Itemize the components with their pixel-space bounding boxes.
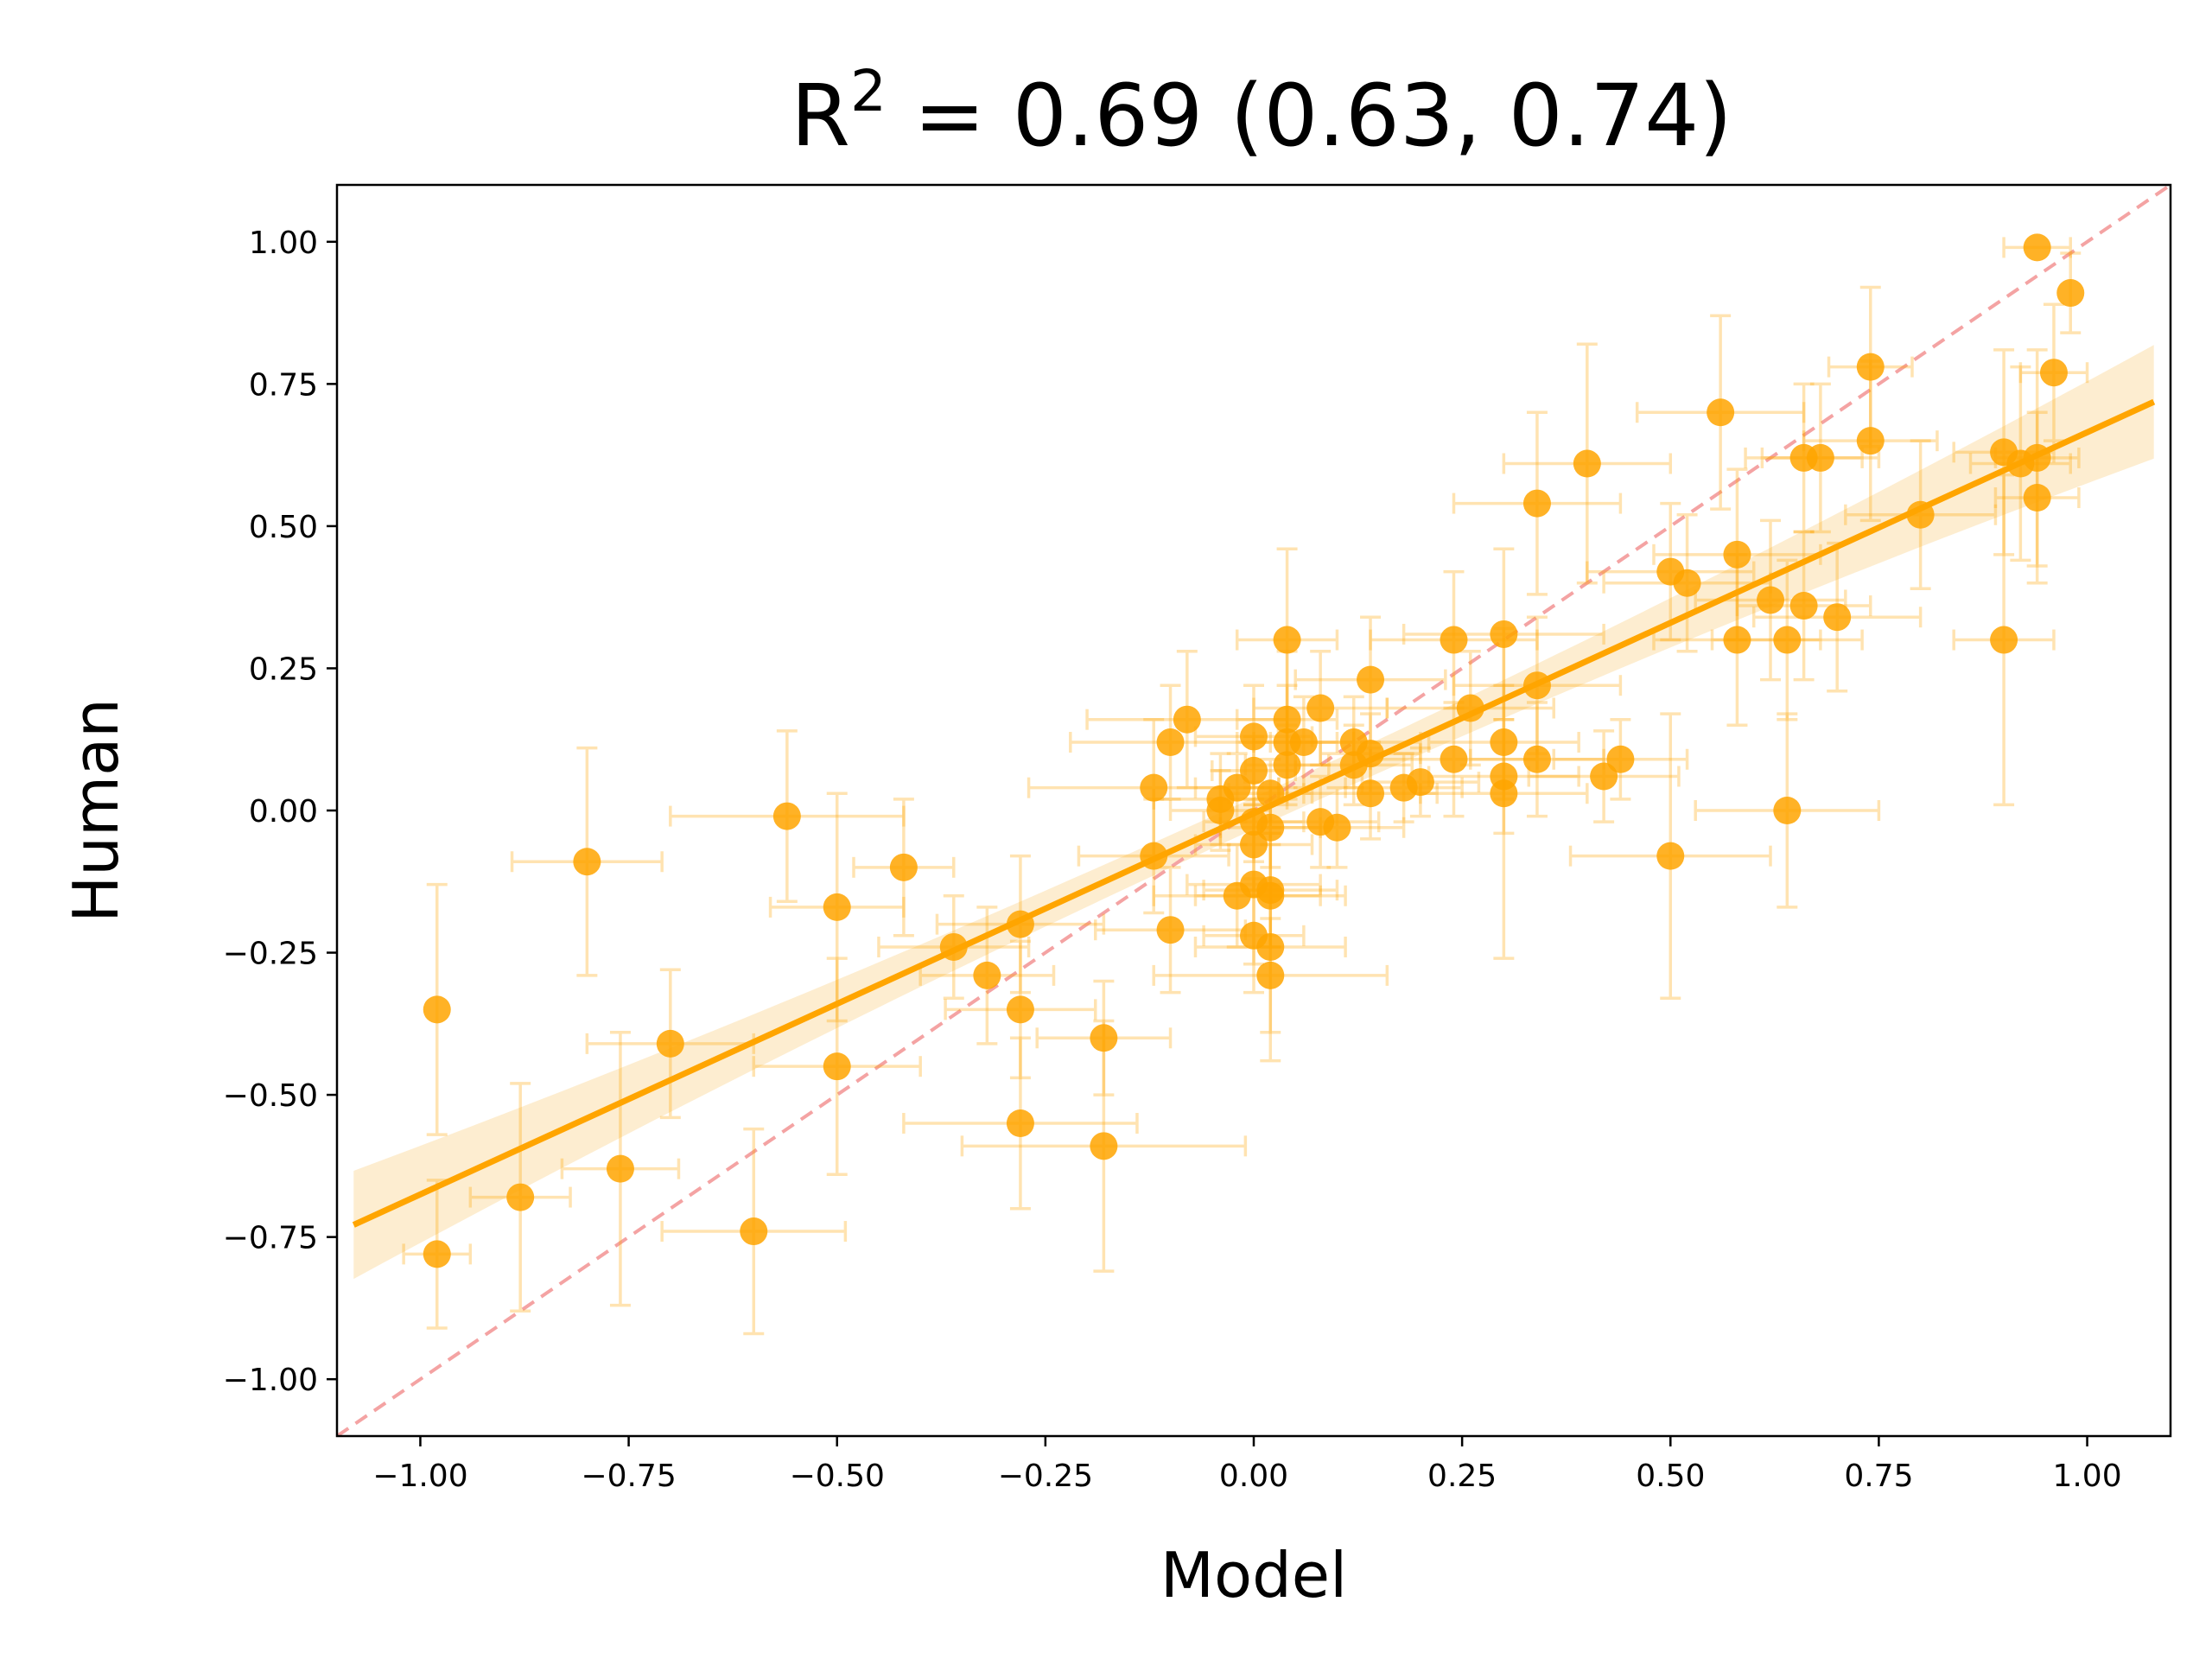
data-point bbox=[1006, 995, 1034, 1024]
x-tick-label: −0.50 bbox=[790, 1459, 885, 1494]
data-point bbox=[1707, 398, 1735, 427]
data-point bbox=[1773, 626, 1802, 654]
regression-line bbox=[352, 398, 2156, 1228]
data-point bbox=[1240, 756, 1268, 785]
data-point bbox=[1490, 728, 1518, 757]
data-point bbox=[889, 853, 918, 881]
y-tick-label: 0.00 bbox=[249, 794, 318, 830]
data-point bbox=[1357, 779, 1385, 808]
x-tick-label: −1.00 bbox=[372, 1459, 467, 1494]
y-tick-label: 0.25 bbox=[249, 652, 318, 687]
data-point bbox=[1522, 489, 1551, 518]
title-exponent: 2 bbox=[850, 58, 887, 124]
data-point bbox=[1806, 443, 1834, 472]
data-point bbox=[1823, 603, 1852, 632]
data-point bbox=[1590, 762, 1618, 791]
x-tick-label: 0.25 bbox=[1427, 1459, 1497, 1494]
data-point bbox=[1289, 728, 1318, 757]
data-point bbox=[1140, 773, 1168, 802]
data-point bbox=[1256, 813, 1285, 842]
data-point bbox=[1273, 751, 1301, 779]
data-point bbox=[823, 893, 851, 921]
data-point bbox=[1256, 932, 1285, 961]
data-point bbox=[1256, 881, 1285, 910]
y-tick-label: −0.75 bbox=[223, 1221, 318, 1256]
data-point bbox=[823, 1052, 851, 1081]
data-point bbox=[1273, 626, 1301, 654]
data-point bbox=[1173, 705, 1201, 734]
x-tick-label: 0.00 bbox=[1219, 1459, 1288, 1494]
data-point bbox=[1440, 626, 1468, 654]
data-point bbox=[1006, 1109, 1034, 1137]
x-tick-label: 1.00 bbox=[2052, 1459, 2121, 1494]
data-point bbox=[423, 1240, 451, 1268]
data-point bbox=[1306, 694, 1335, 722]
y-tick-label: −0.50 bbox=[223, 1078, 318, 1114]
data-point bbox=[1490, 620, 1518, 648]
data-point bbox=[1156, 728, 1185, 757]
y-tick-label: −0.25 bbox=[223, 937, 318, 972]
data-point bbox=[1273, 705, 1301, 734]
x-tick-label: 0.50 bbox=[1636, 1459, 1705, 1494]
y-tick-label: 0.50 bbox=[249, 510, 318, 545]
data-point bbox=[1789, 592, 1818, 620]
data-point bbox=[423, 995, 451, 1024]
data-point bbox=[740, 1217, 768, 1246]
data-point bbox=[1723, 540, 1751, 569]
data-point bbox=[1440, 745, 1468, 773]
data-point bbox=[1990, 626, 2018, 654]
data-point bbox=[1673, 569, 1701, 597]
y-tick-label: 1.00 bbox=[249, 226, 318, 261]
data-point bbox=[1357, 665, 1385, 694]
x-tick-label: 0.75 bbox=[1844, 1459, 1913, 1494]
y-tick-label: 0.75 bbox=[249, 367, 318, 403]
data-point bbox=[1856, 353, 1885, 381]
x-tick-label: −0.75 bbox=[581, 1459, 676, 1494]
chart-title: R2 = 0.69 (0.63, 0.74) bbox=[791, 58, 1732, 166]
data-point bbox=[2023, 484, 2051, 512]
data-point bbox=[606, 1154, 634, 1183]
data-point bbox=[506, 1183, 535, 1211]
data-point bbox=[656, 1029, 684, 1058]
data-point bbox=[1090, 1132, 1118, 1160]
y-tick-label: −1.00 bbox=[223, 1363, 318, 1398]
data-point bbox=[2056, 279, 2085, 308]
data-point bbox=[1573, 449, 1601, 478]
data-point bbox=[1090, 1024, 1118, 1052]
data-point bbox=[2023, 233, 2051, 262]
data-point bbox=[1256, 961, 1285, 989]
data-point bbox=[1240, 722, 1268, 751]
data-point bbox=[1606, 745, 1635, 773]
x-tick-label: −0.25 bbox=[998, 1459, 1093, 1494]
data-point bbox=[1156, 916, 1185, 944]
data-point bbox=[1656, 842, 1685, 870]
data-point bbox=[1406, 768, 1434, 797]
data-point bbox=[1490, 779, 1518, 808]
data-point bbox=[1773, 797, 1802, 824]
data-point bbox=[573, 848, 601, 876]
x-axis-label: Model bbox=[1160, 1539, 1347, 1611]
data-point bbox=[1757, 586, 1785, 614]
data-point bbox=[1206, 797, 1235, 824]
data-point bbox=[772, 802, 801, 830]
data-point bbox=[1240, 830, 1268, 859]
data-point bbox=[1223, 773, 1251, 802]
data-point bbox=[1323, 813, 1351, 842]
error-bar bbox=[1385, 649, 1555, 767]
data-point bbox=[973, 961, 1001, 989]
y-axis-label: Human bbox=[60, 698, 132, 923]
data-point bbox=[1723, 626, 1751, 654]
data-point bbox=[1856, 427, 1885, 455]
data-point bbox=[1522, 745, 1551, 773]
data-point bbox=[2039, 359, 2068, 387]
